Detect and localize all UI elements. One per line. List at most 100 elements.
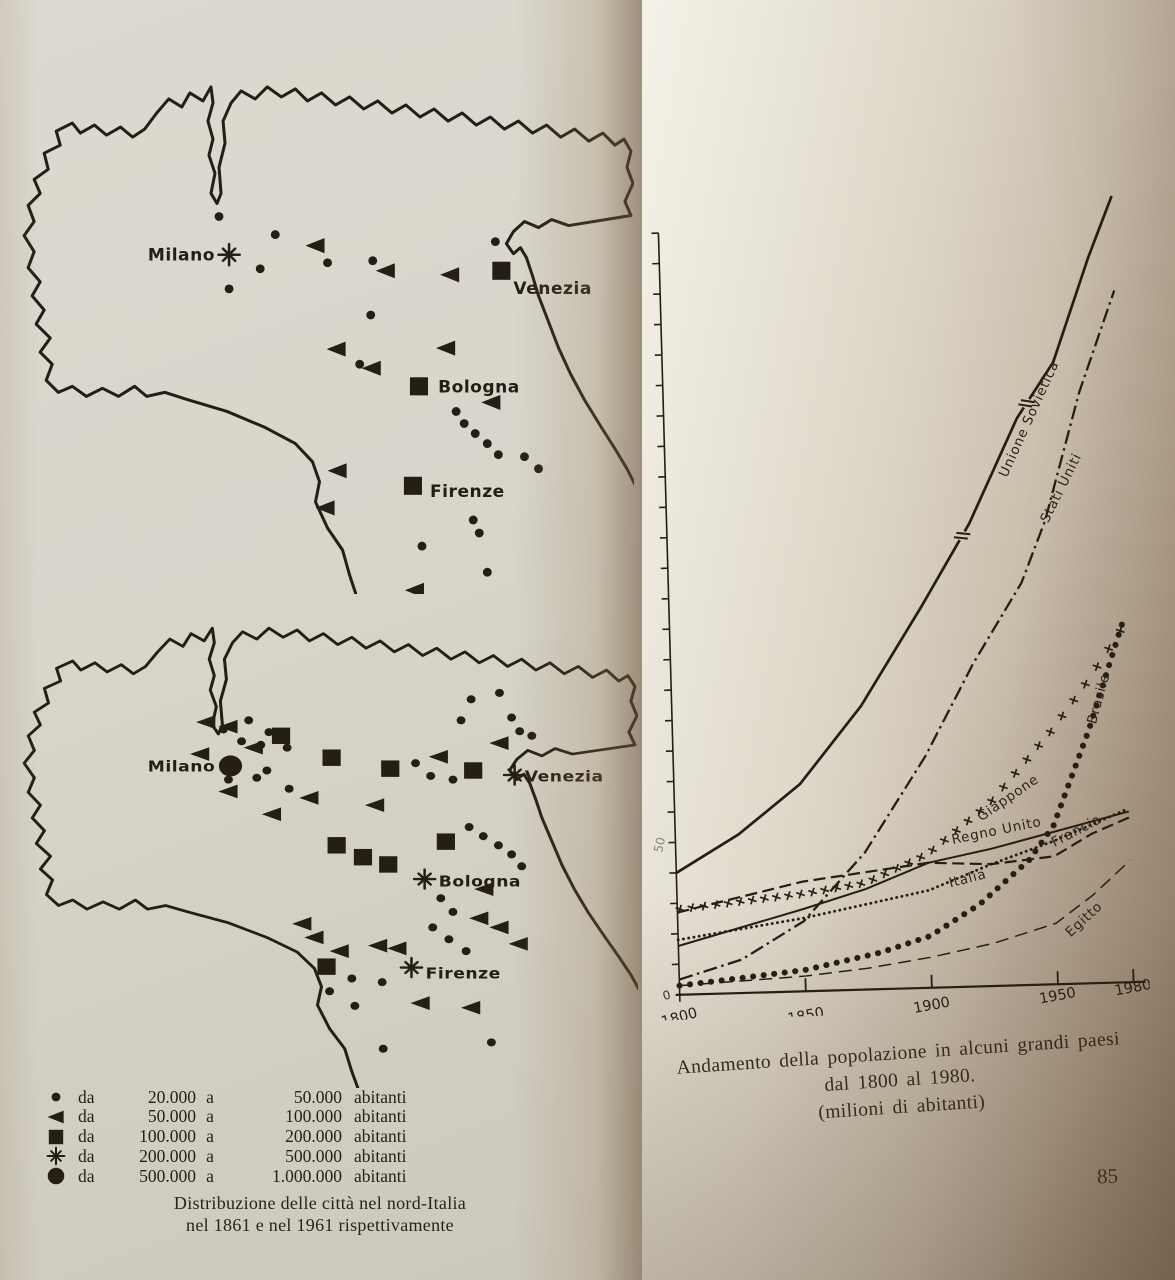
city-marker-dot	[262, 766, 272, 775]
city-marker-triangle	[440, 267, 460, 283]
left-page: Milano Venezia Bologna Firenze Milano Venezi…	[0, 0, 642, 1280]
plus-marker	[1022, 754, 1032, 765]
city-marker-triangle	[361, 360, 381, 376]
city-marker-dot	[244, 716, 254, 725]
city-marker-square	[271, 727, 291, 745]
city-marker-dot	[507, 713, 517, 722]
plus-marker	[880, 869, 890, 879]
series-label-brasile: Brasile	[1084, 672, 1113, 726]
plus-marker	[771, 892, 781, 902]
plus-marker	[808, 887, 818, 897]
city-marker-triangle	[190, 747, 210, 761]
right-page: 0 50 1800 1850 1900 1950 1980 Unione Sovietica S…	[642, 0, 1175, 1280]
x-tick-label: 1950	[1038, 985, 1077, 1008]
city-marker-dot	[368, 256, 378, 266]
plus-marker	[1057, 711, 1067, 721]
legend-row: da 100.000 a 200.000 abitanti	[42, 1126, 406, 1146]
legend-unit: abitanti	[354, 1145, 407, 1166]
legend-prefix: da	[78, 1086, 95, 1107]
city-marker-triangle	[461, 1000, 481, 1015]
plus-marker	[987, 796, 997, 806]
line-break-slash	[956, 531, 971, 536]
legend-unit: abitanti	[354, 1165, 407, 1186]
plus-marker	[963, 816, 973, 826]
city-marker-dot	[214, 212, 224, 221]
legend-unit: abitanti	[354, 1106, 407, 1127]
city-marker-square	[403, 476, 422, 495]
city-marker-dot	[478, 832, 488, 841]
x-axis	[675, 980, 1146, 996]
city-marker-square	[464, 762, 483, 779]
city-marker-dot	[486, 1038, 496, 1047]
y-tick-label: 50	[651, 836, 668, 854]
city-marker-dot	[264, 728, 274, 737]
city-marker-dot	[474, 528, 484, 538]
city-marker-dot	[482, 567, 492, 577]
city-marker-square	[409, 377, 429, 396]
city-label: Firenze	[430, 482, 505, 502]
city-marker-dot	[520, 452, 529, 462]
city-label: Venezia	[525, 767, 604, 785]
city-marker-triangle	[364, 798, 385, 812]
city-marker-asterisk	[502, 764, 527, 786]
legend-conj: a	[206, 1126, 214, 1147]
city-label: Milano	[148, 757, 216, 775]
city-marker-triangle	[368, 938, 388, 953]
legend-from: 20.000	[147, 1086, 196, 1107]
plus-marker	[783, 891, 794, 901]
series-line-egitto	[679, 859, 1131, 987]
line-break-slash	[953, 536, 968, 540]
plus-marker	[1115, 626, 1125, 636]
plus-marker	[1010, 768, 1020, 778]
plus-marker	[998, 782, 1008, 792]
legend-to: 200.000	[285, 1126, 342, 1147]
line-break-slash	[1020, 399, 1035, 404]
legend-row: da 500.000 a 1.000.000 abitanti	[42, 1165, 407, 1186]
city-label: Firenze	[426, 964, 501, 982]
plus-marker	[1080, 679, 1090, 689]
city-marker-dot	[490, 237, 500, 247]
city-marker-dot	[482, 439, 492, 449]
city-marker-triangle	[404, 582, 424, 594]
city-marker-dot	[494, 841, 503, 850]
legend-symbol-triangle	[47, 1110, 64, 1124]
legend-conj: a	[206, 1086, 214, 1107]
city-marker-dot	[350, 1001, 360, 1010]
city-marker-triangle	[375, 263, 395, 279]
city-marker-triangle	[305, 238, 325, 254]
legend-row: da 200.000 a 500.000 abitanti	[42, 1145, 407, 1166]
city-marker-dot	[255, 264, 265, 274]
city-marker-triangle	[47, 1110, 64, 1124]
legend-from: 50.000	[147, 1106, 196, 1127]
city-marker-dot	[464, 823, 474, 832]
series-line-italia	[676, 807, 1131, 942]
city-marker-triangle	[428, 749, 448, 764]
italy-outline	[22, 85, 634, 594]
city-marker-dot	[270, 230, 280, 240]
plus-marker	[675, 904, 685, 914]
city-marker-dot	[377, 978, 387, 987]
plus-marker	[796, 889, 806, 899]
series-giappone	[675, 626, 1125, 914]
legend-conj: a	[206, 1165, 214, 1186]
legend-from: 200.000	[139, 1145, 196, 1166]
city-marker-dot	[459, 419, 469, 428]
italy-outline	[22, 626, 638, 1088]
legend-symbol-asterisk	[46, 1146, 66, 1166]
legend-from: 100.000	[139, 1126, 196, 1147]
y-tick-label: 0	[661, 987, 672, 1003]
left-caption-line1: Distribuzione delle città nel nord-Itali…	[173, 1193, 467, 1213]
series-line-stati-uniti	[678, 290, 1116, 981]
x-tick-label: 1980	[1113, 977, 1150, 1000]
plus-marker	[820, 885, 830, 895]
legend-to: 100.000	[285, 1106, 342, 1127]
city-marker-triangle	[315, 500, 335, 516]
city-marker-dot	[282, 743, 292, 752]
city-marker-triangle	[196, 715, 216, 729]
city-marker-dot	[347, 974, 357, 983]
series-line-unione-sovietica	[675, 195, 1113, 875]
city-marker-dot	[444, 935, 454, 944]
city-marker-dot	[428, 923, 438, 932]
